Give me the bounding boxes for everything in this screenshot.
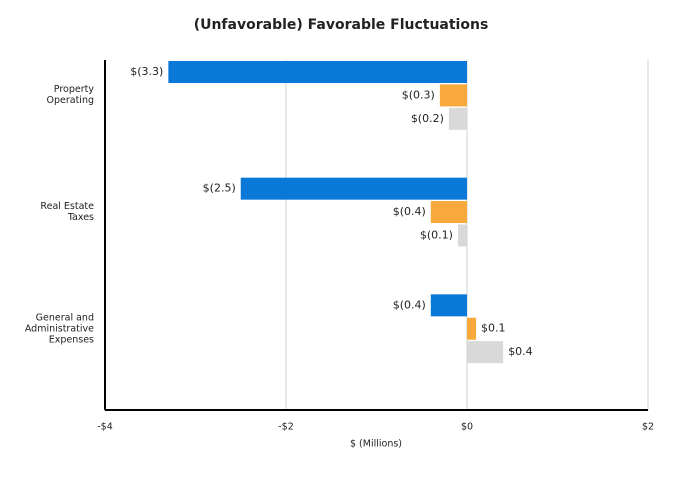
x-tick-label: -$4 [97, 422, 113, 433]
bar [168, 61, 467, 83]
bar [240, 177, 467, 200]
y-tick-label: Real Estate Taxes [40, 201, 94, 224]
data-label: $(2.5) [203, 182, 236, 195]
x-tick-label: $0 [461, 422, 473, 433]
data-label: $0.4 [508, 345, 533, 358]
data-label: $(0.3) [402, 88, 435, 101]
y-tick-label: Property Operating [46, 84, 95, 107]
bar [430, 294, 467, 317]
bar [457, 224, 467, 247]
data-label: $(0.4) [393, 205, 426, 218]
y-tick-label: General and Administrative Expenses [24, 312, 94, 346]
chart-title: (Unfavorable) Favorable Fluctuations [194, 17, 489, 33]
data-label: $(0.1) [420, 228, 453, 241]
x-tick-label: $2 [642, 422, 654, 433]
x-tick-label: -$2 [278, 422, 294, 433]
data-label: $(0.2) [411, 112, 444, 125]
bar [439, 84, 467, 107]
data-label: $0.1 [481, 322, 506, 335]
x-axis-label: $ (Millions) [350, 439, 402, 450]
data-label: $(3.3) [130, 65, 163, 78]
bar [448, 107, 467, 130]
bar [467, 341, 504, 364]
bar [430, 201, 467, 224]
data-label: $(0.4) [393, 298, 426, 311]
bar [467, 317, 477, 340]
